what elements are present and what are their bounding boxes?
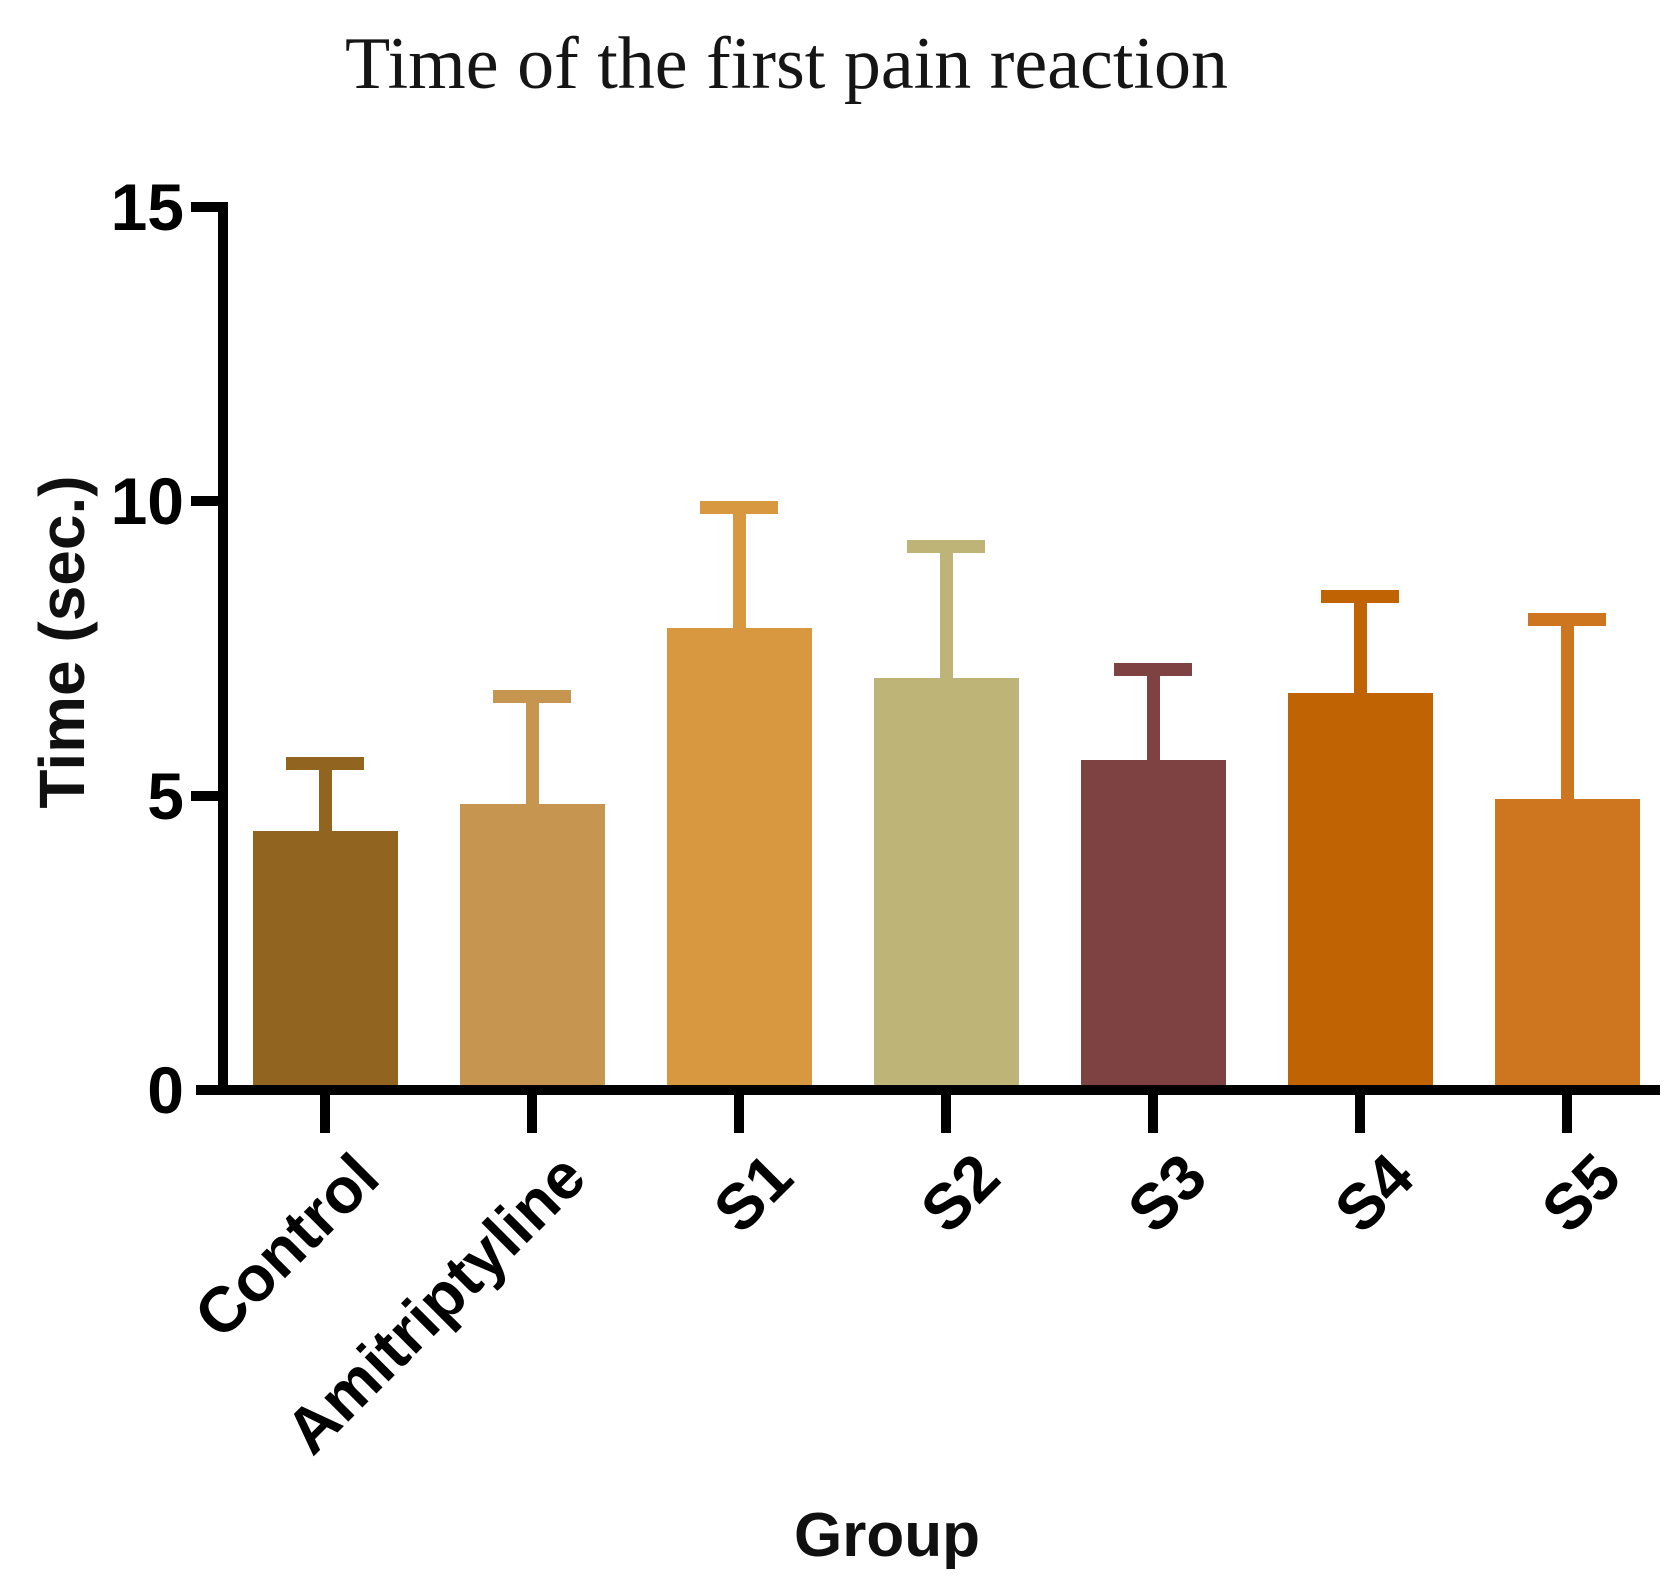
x-category-label-s5: S5 xyxy=(1527,1139,1634,1247)
error-bar-stem-control xyxy=(319,757,332,835)
error-bar-stem-s3 xyxy=(1147,663,1160,765)
error-bar-stem-s4 xyxy=(1354,589,1367,697)
error-bar-stem-s1 xyxy=(733,501,746,632)
x-category-label-s4: S4 xyxy=(1320,1139,1427,1247)
bar-s2 xyxy=(873,677,1019,1090)
y-tick-label-0: 0 xyxy=(147,1053,184,1127)
y-tick-mark-5 xyxy=(191,790,218,801)
error-bar-cap-s5 xyxy=(1528,613,1606,627)
x-axis-line xyxy=(196,1085,1660,1095)
bar-control xyxy=(252,830,398,1090)
y-tick-label-10: 10 xyxy=(110,464,184,539)
error-bar-stem-s5 xyxy=(1561,613,1574,803)
x-tick-mark-amitriptyline xyxy=(527,1095,537,1133)
error-bar-cap-s4 xyxy=(1321,589,1399,603)
x-axis-title: Group xyxy=(794,1501,980,1570)
chart-title: Time of the first pain reaction xyxy=(345,23,1229,105)
y-tick-mark-15 xyxy=(191,201,218,212)
x-category-label-control: Control xyxy=(180,1139,392,1352)
error-bar-cap-s3 xyxy=(1114,663,1192,677)
x-tick-mark-s2 xyxy=(941,1095,951,1133)
error-bar-cap-s1 xyxy=(700,501,778,515)
error-bar-cap-control xyxy=(286,757,364,771)
x-tick-mark-s1 xyxy=(734,1095,744,1133)
x-category-label-s1: S1 xyxy=(699,1139,806,1247)
bar-s1 xyxy=(666,627,812,1090)
y-tick-label-15: 15 xyxy=(110,169,184,244)
x-tick-mark-s4 xyxy=(1355,1095,1365,1133)
error-bar-cap-amitriptyline xyxy=(493,689,571,703)
y-tick-label-5: 5 xyxy=(147,758,184,833)
x-category-label-s2: S2 xyxy=(906,1139,1013,1247)
bar-s4 xyxy=(1287,692,1433,1090)
error-bar-cap-s2 xyxy=(907,539,985,553)
x-tick-mark-control xyxy=(320,1095,330,1133)
y-axis-line xyxy=(218,202,228,1095)
error-bar-stem-s2 xyxy=(940,539,953,682)
x-tick-mark-s3 xyxy=(1148,1095,1158,1133)
bar-s5 xyxy=(1494,798,1640,1090)
x-category-label-s3: S3 xyxy=(1113,1139,1220,1247)
y-tick-mark-10 xyxy=(191,496,218,507)
error-bar-stem-amitriptyline xyxy=(526,689,539,809)
bar-s3 xyxy=(1080,760,1226,1090)
x-tick-mark-s5 xyxy=(1562,1095,1572,1133)
bar-amitriptyline xyxy=(459,804,605,1090)
